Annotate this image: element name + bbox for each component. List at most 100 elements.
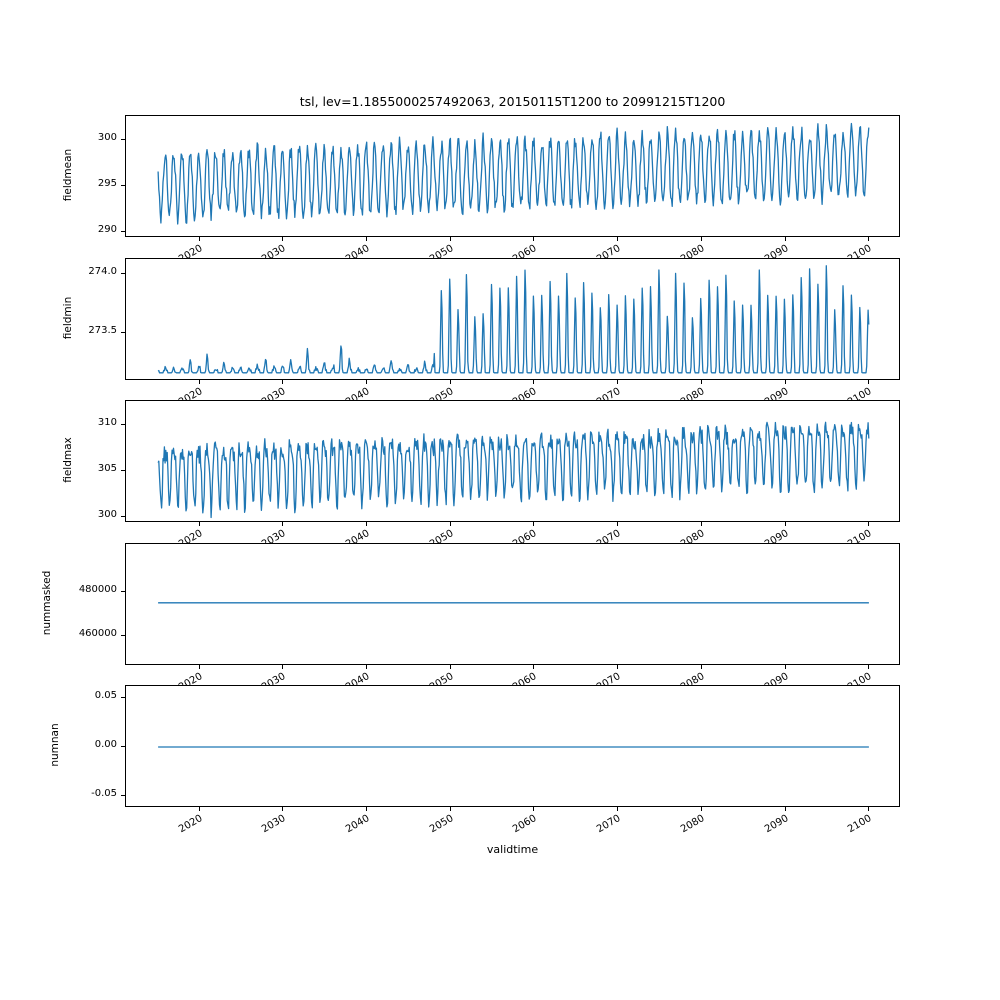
x-tick-mark: [617, 807, 619, 811]
x-tick-label: 2100: [846, 386, 874, 409]
y-tick-mark: [121, 634, 125, 636]
x-tick-label: 2030: [260, 528, 288, 551]
y-tick-label: 0.05: [94, 689, 117, 701]
x-tick-mark: [449, 380, 451, 384]
x-tick-mark: [282, 237, 284, 241]
series-canvas: [157, 265, 870, 374]
y-tick-label: -0.05: [91, 788, 117, 800]
y-tick-mark: [121, 273, 125, 275]
y-tick-label: 305: [97, 462, 117, 474]
plot-area-fieldmin: [125, 258, 900, 380]
x-tick-label: 2020: [176, 528, 205, 551]
y-tick-label: 295: [97, 177, 117, 189]
x-tick-label: 2040: [343, 813, 372, 836]
x-tick-mark: [617, 522, 619, 526]
x-tick-mark: [366, 665, 368, 669]
series-line-fieldmin: [157, 265, 870, 374]
y-tick-label: 460000: [78, 627, 117, 639]
plot-area-fieldmax: [125, 400, 900, 522]
x-tick-mark: [868, 237, 870, 241]
plot-area-fieldmean: [125, 115, 900, 237]
x-tick-mark: [366, 237, 368, 241]
x-tick-label: 2070: [595, 528, 623, 551]
y-tick-label: 480000: [78, 583, 117, 595]
x-tick-label: 2060: [511, 243, 539, 266]
x-tick-mark: [282, 807, 284, 811]
x-tick-label: 2070: [595, 813, 623, 836]
x-tick-label: 2030: [260, 386, 288, 409]
y-tick-label: 300: [97, 508, 117, 520]
y-axis-label-fieldmean: fieldmean: [62, 148, 74, 202]
y-axis-label-fieldmax: fieldmax: [62, 437, 74, 483]
x-tick-label: 2080: [678, 528, 707, 551]
x-tick-mark: [868, 522, 870, 526]
x-tick-mark: [868, 807, 870, 811]
x-tick-mark: [282, 665, 284, 669]
x-tick-label: 2040: [343, 243, 372, 266]
x-tick-label: 2070: [595, 243, 623, 266]
x-tick-mark: [784, 380, 786, 384]
y-tick-mark: [121, 331, 125, 333]
x-tick-label: 2080: [678, 671, 707, 694]
x-tick-label: 2080: [678, 386, 707, 409]
x-tick-label: 2060: [511, 386, 539, 409]
x-tick-mark: [784, 807, 786, 811]
x-tick-mark: [282, 380, 284, 384]
x-tick-mark: [449, 807, 451, 811]
y-tick-mark: [121, 795, 125, 797]
x-tick-label: 2060: [511, 671, 539, 694]
y-tick-label: 310: [97, 416, 117, 428]
x-tick-label: 2080: [678, 243, 707, 266]
x-tick-label: 2030: [260, 813, 288, 836]
x-tick-label: 2030: [260, 671, 288, 694]
x-tick-label: 2090: [762, 671, 790, 694]
x-tick-label: 2100: [846, 671, 874, 694]
y-tick-mark: [121, 469, 125, 471]
x-tick-mark: [282, 522, 284, 526]
x-tick-mark: [700, 237, 702, 241]
y-tick-mark: [121, 423, 125, 425]
x-tick-mark: [617, 237, 619, 241]
x-tick-mark: [449, 522, 451, 526]
y-tick-label: 290: [97, 223, 117, 235]
y-tick-mark: [121, 746, 125, 747]
x-tick-label: 2060: [511, 528, 539, 551]
x-axis-label: validtime: [486, 843, 539, 856]
x-tick-label: 2100: [846, 528, 874, 551]
x-tick-mark: [366, 522, 368, 526]
series-line-fieldmean: [157, 122, 870, 225]
x-tick-label: 2080: [678, 813, 707, 836]
x-tick-label: 2070: [595, 386, 623, 409]
x-tick-mark: [784, 665, 786, 669]
plot-area-nummasked: [125, 543, 900, 665]
x-tick-label: 2070: [595, 671, 623, 694]
x-tick-label: 2060: [511, 813, 539, 836]
x-tick-mark: [198, 522, 200, 526]
x-tick-mark: [868, 665, 870, 669]
x-tick-mark: [700, 665, 702, 669]
x-tick-label: 2050: [427, 528, 456, 551]
x-tick-label: 2100: [846, 813, 874, 836]
x-tick-label: 2100: [846, 243, 874, 266]
series-canvas: [158, 602, 869, 604]
y-tick-mark: [121, 590, 125, 592]
chart-title: tsl, lev=1.1855000257492063, 20150115T12…: [299, 94, 726, 109]
x-tick-label: 2050: [427, 813, 456, 836]
x-tick-mark: [617, 380, 619, 384]
x-tick-label: 2020: [176, 243, 205, 266]
x-tick-label: 2090: [762, 528, 790, 551]
x-tick-label: 2090: [762, 243, 790, 266]
x-tick-label: 2050: [427, 671, 456, 694]
x-tick-mark: [449, 237, 451, 241]
x-tick-mark: [533, 522, 535, 526]
x-tick-label: 2090: [762, 813, 790, 836]
x-tick-mark: [784, 237, 786, 241]
x-tick-label: 2020: [176, 386, 205, 409]
x-tick-mark: [533, 237, 535, 241]
x-tick-mark: [366, 807, 368, 811]
x-tick-label: 2040: [343, 528, 372, 551]
x-tick-label: 2050: [427, 386, 456, 409]
x-tick-mark: [533, 380, 535, 384]
y-tick-mark: [121, 184, 125, 186]
